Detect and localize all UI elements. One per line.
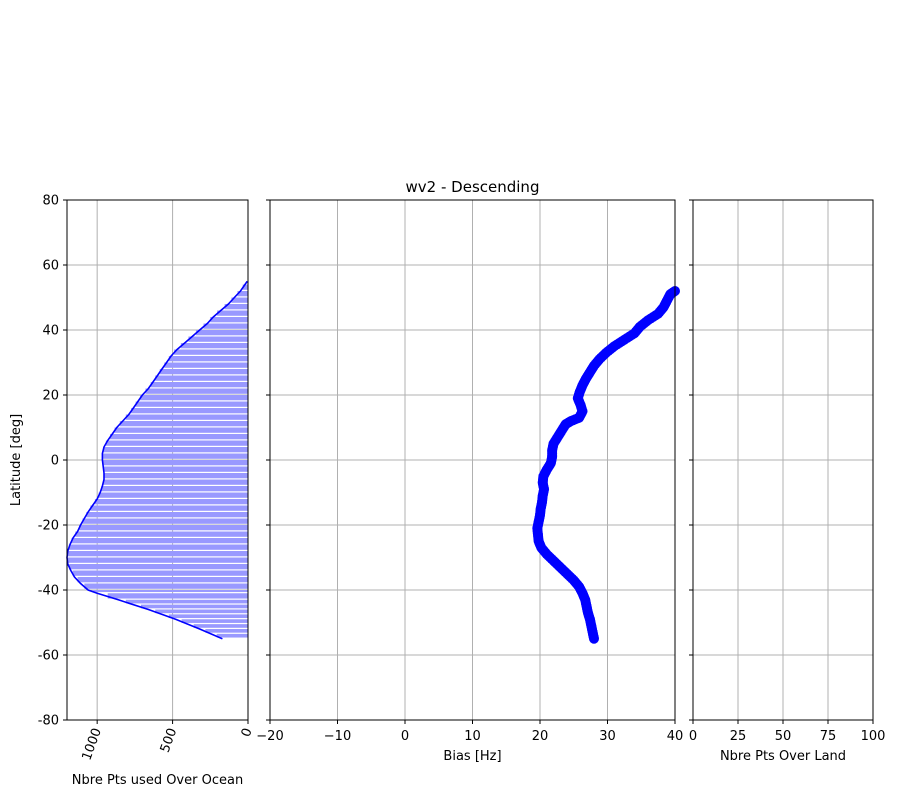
land-ticks: 0 25 50 75 100 <box>689 199 886 744</box>
ocean-count-bar <box>102 453 248 459</box>
land-x-tick-label: 100 <box>861 729 886 744</box>
ocean-count-bar <box>105 440 248 446</box>
bias-x-tick-label: 20 <box>532 729 549 744</box>
ocean-count-bar <box>67 557 249 563</box>
ocean-count-bar <box>135 401 248 407</box>
bias-x-tick-label: 40 <box>667 729 684 744</box>
ocean-count-line <box>66 280 248 640</box>
ocean-x-axis-label: Nbre Pts used Over Ocean <box>72 773 243 788</box>
ocean-count-bar <box>69 564 248 570</box>
chart-title: wv2 - Descending <box>406 178 540 196</box>
ocean-count-bar <box>164 362 248 368</box>
ocean-count-bar <box>188 336 248 342</box>
land-x-tick-label: 25 <box>730 729 747 744</box>
ocean-count-bar <box>168 356 248 362</box>
ocean-count-bar <box>114 427 248 433</box>
bias-panel: −20 −10 0 10 20 30 40 wv2 - Descending Bias [H… <box>256 178 683 764</box>
ocean-count-bar <box>242 284 248 290</box>
ocean-count-bar <box>174 349 248 355</box>
ocean-count-bar <box>90 505 248 511</box>
ocean-count-bar <box>101 486 249 492</box>
y-tick-label: -40 <box>38 584 59 599</box>
ocean-count-bar <box>159 369 248 375</box>
ocean-count-bar <box>72 570 248 576</box>
bias-x-tick-label: 0 <box>401 729 409 744</box>
ocean-count-bar <box>86 512 248 518</box>
bias-x-tick-label: −20 <box>256 729 283 744</box>
ocean-count-bar <box>224 304 248 310</box>
ocean-x-tick-label: 500 <box>158 726 181 754</box>
ocean-count-bar <box>84 583 249 589</box>
ocean-count-bar <box>103 473 249 479</box>
ocean-count-bar <box>140 395 248 401</box>
ocean-count-bar <box>82 518 248 524</box>
y-tick-label: -20 <box>38 519 59 534</box>
ocean-count-bar <box>67 551 249 557</box>
bias-x-tick-label: 10 <box>464 729 481 744</box>
ocean-count-bar <box>203 323 248 329</box>
land-count-panel: 0 25 50 75 100 Nbre Pts Over Land <box>689 199 886 764</box>
ocean-count-bar <box>103 479 248 485</box>
ocean-x-tick-label: 0 <box>239 726 256 739</box>
bias-x-tick-label: 30 <box>599 729 616 744</box>
y-tick-label: 40 <box>42 324 59 339</box>
y-tick-label: -60 <box>38 649 59 664</box>
ocean-count-bar <box>193 624 248 628</box>
ocean-count-bar <box>145 388 248 394</box>
bias-x-axis-label: Bias [Hz] <box>443 749 501 764</box>
ocean-count-bar <box>92 590 249 593</box>
land-grid <box>692 199 874 721</box>
ocean-count-bar <box>103 447 248 453</box>
ocean-count-bar <box>140 604 248 609</box>
ocean-count-bar <box>231 297 248 303</box>
ocean-count-bar <box>75 531 248 537</box>
ocean-count-bar <box>103 466 248 472</box>
ocean-count-bar <box>150 382 248 388</box>
ocean-x-tick-label: 1000 <box>80 726 105 762</box>
y-tick-label: 60 <box>42 259 59 274</box>
ocean-count-bar <box>217 310 248 316</box>
ocean-count-bar <box>237 291 248 297</box>
ocean-count-bar <box>155 375 248 381</box>
ocean-count-bar <box>180 343 248 349</box>
ocean-count-bar <box>181 619 248 623</box>
land-x-tick-label: 50 <box>775 729 792 744</box>
ocean-count-bar <box>210 317 248 323</box>
ocean-count-panel: -80 -60 -40 -20 0 20 40 60 80 1000 500 0 Nbre Pts u… <box>9 194 256 789</box>
ocean-count-bar <box>71 538 249 544</box>
ocean-count-bar <box>68 544 249 550</box>
bias-scatter-points <box>532 286 680 644</box>
ocean-count-bar <box>131 408 248 414</box>
y-tick-label: 80 <box>42 194 59 209</box>
ocean-count-area <box>66 280 249 640</box>
ocean-count-bar <box>216 633 248 638</box>
ocean-count-bar <box>125 414 248 420</box>
ocean-count-bar <box>98 492 248 498</box>
ocean-count-bar <box>168 614 248 619</box>
ocean-count-bar <box>102 460 249 466</box>
land-x-axis-label: Nbre Pts Over Land <box>720 749 846 764</box>
y-tick-label: -80 <box>38 714 59 729</box>
ocean-count-bar <box>155 609 248 614</box>
ocean-count-bar <box>107 593 248 599</box>
land-x-tick-label: 75 <box>820 729 837 744</box>
latitude-y-axis-label: Latitude [deg] <box>9 414 24 506</box>
ocean-count-bar <box>109 434 248 440</box>
ocean-count-bar <box>125 599 248 604</box>
bias-grid <box>269 199 676 721</box>
ocean-count-bar <box>79 525 248 531</box>
y-tick-label: 20 <box>42 389 59 404</box>
bias-x-tick-label: −10 <box>324 729 351 744</box>
land-x-tick-label: 0 <box>689 729 697 744</box>
ocean-count-bar <box>94 499 248 505</box>
ocean-count-bar <box>77 577 248 583</box>
ocean-count-bar <box>195 330 248 336</box>
bias-ticks: −20 −10 0 10 20 30 40 <box>256 199 684 744</box>
y-tick-label: 0 <box>51 454 59 469</box>
ocean-count-bar <box>119 421 249 427</box>
ocean-count-bar <box>205 629 248 633</box>
